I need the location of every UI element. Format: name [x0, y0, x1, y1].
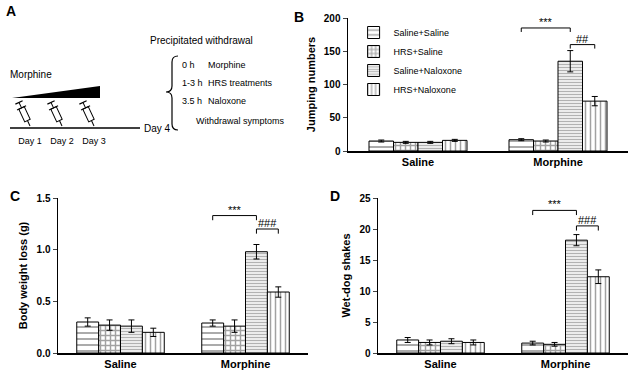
- svg-text:Saline: Saline: [402, 156, 434, 168]
- svg-text:Saline+Naloxone: Saline+Naloxone: [394, 66, 462, 76]
- svg-text:20: 20: [359, 224, 371, 235]
- svg-text:###: ###: [578, 214, 597, 226]
- svg-text:0.0: 0.0: [37, 348, 51, 359]
- svg-text:Day 3: Day 3: [82, 136, 106, 146]
- svg-text:0: 0: [335, 146, 341, 157]
- svg-text:HRS+Saline: HRS+Saline: [394, 47, 443, 57]
- svg-text:Morphine: Morphine: [533, 156, 583, 168]
- svg-text:Body weight loss (g): Body weight loss (g): [17, 221, 29, 329]
- svg-text:150: 150: [324, 46, 341, 57]
- svg-text:1.0: 1.0: [37, 244, 51, 255]
- svg-text:###: ###: [258, 217, 277, 229]
- svg-text:C: C: [10, 188, 20, 204]
- svg-text:B: B: [294, 9, 304, 25]
- svg-text:3.5 h: 3.5 h: [182, 96, 202, 106]
- svg-text:0: 0: [365, 348, 371, 359]
- svg-text:5: 5: [365, 317, 371, 328]
- svg-text:10: 10: [359, 286, 371, 297]
- svg-text:Morphine: Morphine: [208, 60, 246, 70]
- svg-text:Saline+Saline: Saline+Saline: [394, 28, 449, 38]
- svg-text:Withdrawal symptoms: Withdrawal symptoms: [196, 116, 285, 126]
- svg-text:***: ***: [548, 198, 562, 210]
- svg-text:***: ***: [228, 204, 242, 216]
- svg-text:Jumping numbers: Jumping numbers: [305, 37, 317, 132]
- svg-text:Wet-dog shakes: Wet-dog shakes: [340, 233, 352, 317]
- svg-text:1-3 h: 1-3 h: [182, 78, 203, 88]
- svg-text:***: ***: [539, 16, 553, 28]
- svg-text:D: D: [330, 188, 340, 204]
- svg-text:Naloxone: Naloxone: [208, 96, 246, 106]
- svg-text:Day 1: Day 1: [18, 136, 42, 146]
- svg-text:Morphine: Morphine: [541, 358, 591, 370]
- svg-text:25: 25: [359, 193, 371, 204]
- svg-text:50: 50: [329, 112, 341, 123]
- svg-text:100: 100: [324, 79, 341, 90]
- svg-text:HRS treatments: HRS treatments: [208, 78, 273, 88]
- svg-text:##: ##: [576, 33, 589, 45]
- svg-text:Saline: Saline: [424, 358, 456, 370]
- svg-text:0 h: 0 h: [182, 60, 195, 70]
- svg-text:Precipitated withdrawal: Precipitated withdrawal: [150, 35, 253, 46]
- svg-text:HRS+Naloxone: HRS+Naloxone: [394, 85, 456, 95]
- svg-text:A: A: [6, 3, 16, 19]
- svg-text:Morphine: Morphine: [221, 358, 271, 370]
- svg-text:0.5: 0.5: [37, 296, 51, 307]
- svg-text:Morphine: Morphine: [10, 69, 52, 80]
- svg-text:15: 15: [359, 255, 371, 266]
- svg-text:1.5: 1.5: [37, 193, 51, 204]
- svg-text:Day 2: Day 2: [50, 136, 74, 146]
- svg-text:Saline: Saline: [104, 358, 136, 370]
- svg-text:Day 4: Day 4: [144, 123, 171, 134]
- svg-text:200: 200: [324, 13, 341, 24]
